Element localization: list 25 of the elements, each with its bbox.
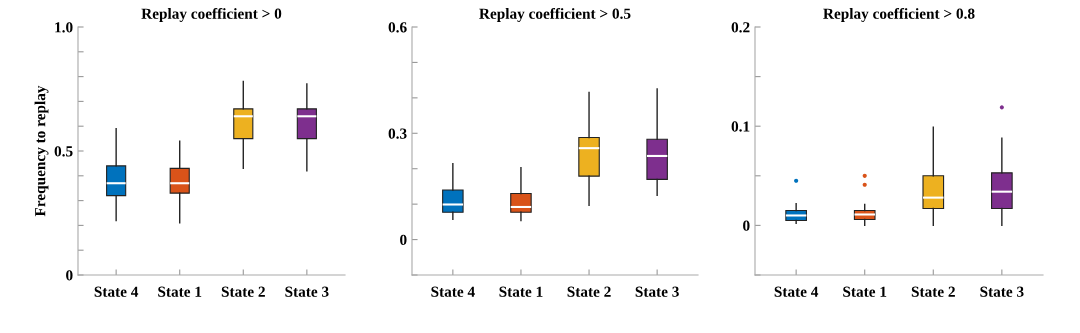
y-axis-title: Frequency to replay — [34, 85, 49, 217]
x-tick-label: State 1 — [158, 286, 202, 297]
y-tick-label: 0.6 — [388, 22, 407, 33]
chart-title: Replay coefficient > 0.8 — [823, 7, 975, 22]
y-tick-label: 0 — [743, 220, 750, 231]
y-tick-label: 0.3 — [388, 128, 407, 139]
x-tick-label: State 3 — [285, 286, 329, 297]
x-tick-label: State 2 — [567, 286, 611, 297]
x-tick-label: State 3 — [980, 286, 1024, 297]
x-tick-label: State 1 — [499, 286, 543, 297]
y-tick-label: 0.1 — [731, 121, 750, 132]
y-tick-label: 0 — [66, 270, 73, 281]
x-tick-label: State 2 — [221, 286, 265, 297]
x-tick-label: State 4 — [431, 286, 475, 297]
chart-title: Replay coefficient > 0.5 — [479, 7, 631, 22]
y-tick-label: 0 — [400, 234, 407, 246]
chart-title: Replay coefficient > 0 — [141, 7, 282, 22]
x-tick-label: State 3 — [635, 286, 679, 297]
x-tick-label: State 4 — [94, 286, 139, 297]
x-tick-label: State 4 — [774, 286, 819, 297]
y-tick-label: 0.5 — [54, 146, 73, 157]
x-tick-label: State 2 — [911, 286, 955, 297]
y-tick-label: 1.0 — [55, 22, 73, 33]
x-tick-label: State 1 — [843, 286, 887, 297]
y-tick-label: 0.2 — [731, 22, 750, 33]
